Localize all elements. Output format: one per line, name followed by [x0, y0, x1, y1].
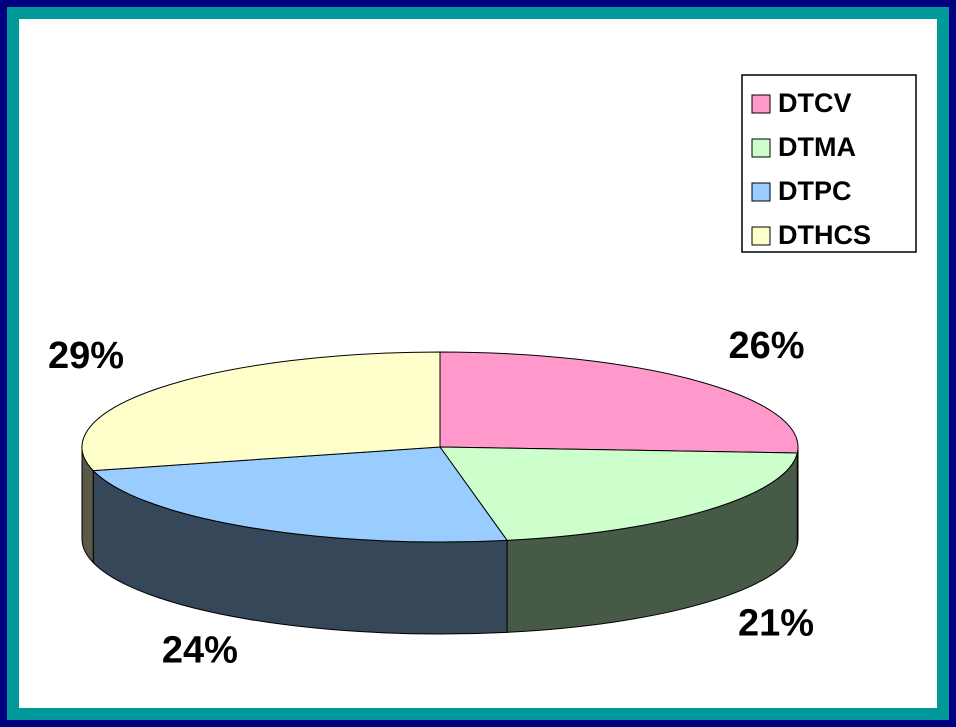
legend-box — [741, 74, 917, 253]
slice — [81, 351, 441, 472]
legend-swatch — [751, 182, 771, 202]
slice — [439, 351, 799, 454]
legend-label: DTCV — [778, 88, 852, 118]
legend-swatch — [751, 226, 771, 246]
legend-label: DTMA — [778, 132, 856, 162]
data-label: 29% — [48, 335, 124, 377]
data-label: 21% — [738, 603, 814, 645]
legend-label: DTHCS — [778, 220, 871, 250]
legend-swatch — [751, 94, 771, 114]
legend-label: DTPC — [778, 176, 852, 206]
data-label: 26% — [729, 325, 805, 367]
legend-swatch — [751, 138, 771, 158]
data-label: 24% — [162, 629, 238, 671]
slice — [92, 446, 509, 543]
slice — [439, 446, 798, 541]
